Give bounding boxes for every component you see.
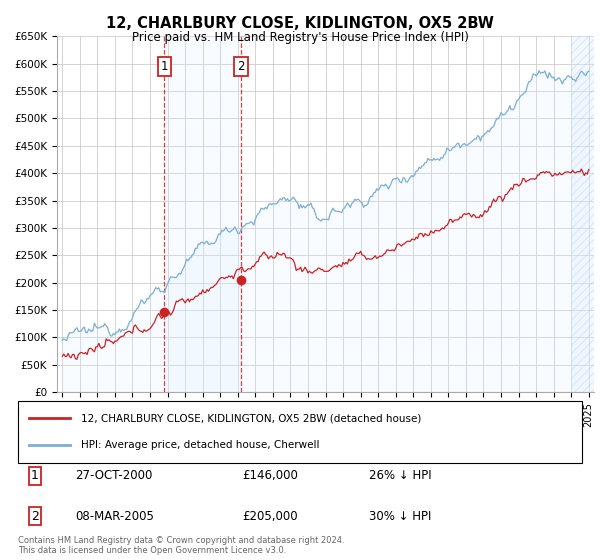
Text: Price paid vs. HM Land Registry's House Price Index (HPI): Price paid vs. HM Land Registry's House …	[131, 31, 469, 44]
Text: £146,000: £146,000	[242, 469, 298, 482]
Text: 08-MAR-2005: 08-MAR-2005	[76, 510, 154, 522]
Text: 1: 1	[31, 469, 39, 482]
Text: 1: 1	[161, 60, 168, 73]
Text: 12, CHARLBURY CLOSE, KIDLINGTON, OX5 2BW: 12, CHARLBURY CLOSE, KIDLINGTON, OX5 2BW	[106, 16, 494, 31]
FancyBboxPatch shape	[18, 401, 582, 463]
Bar	[164, 36, 241, 392]
Text: 26% ↓ HPI: 26% ↓ HPI	[369, 469, 432, 482]
Text: 2: 2	[31, 510, 39, 522]
Text: £205,000: £205,000	[242, 510, 298, 522]
Bar	[571, 36, 598, 392]
Text: 27-OCT-2000: 27-OCT-2000	[76, 469, 153, 482]
Text: Contains HM Land Registry data © Crown copyright and database right 2024.
This d: Contains HM Land Registry data © Crown c…	[18, 536, 344, 555]
Bar	[571, 36, 598, 392]
Text: 30% ↓ HPI: 30% ↓ HPI	[369, 510, 431, 522]
Text: 12, CHARLBURY CLOSE, KIDLINGTON, OX5 2BW (detached house): 12, CHARLBURY CLOSE, KIDLINGTON, OX5 2BW…	[81, 413, 421, 423]
Text: HPI: Average price, detached house, Cherwell: HPI: Average price, detached house, Cher…	[81, 440, 320, 450]
Text: 2: 2	[237, 60, 245, 73]
